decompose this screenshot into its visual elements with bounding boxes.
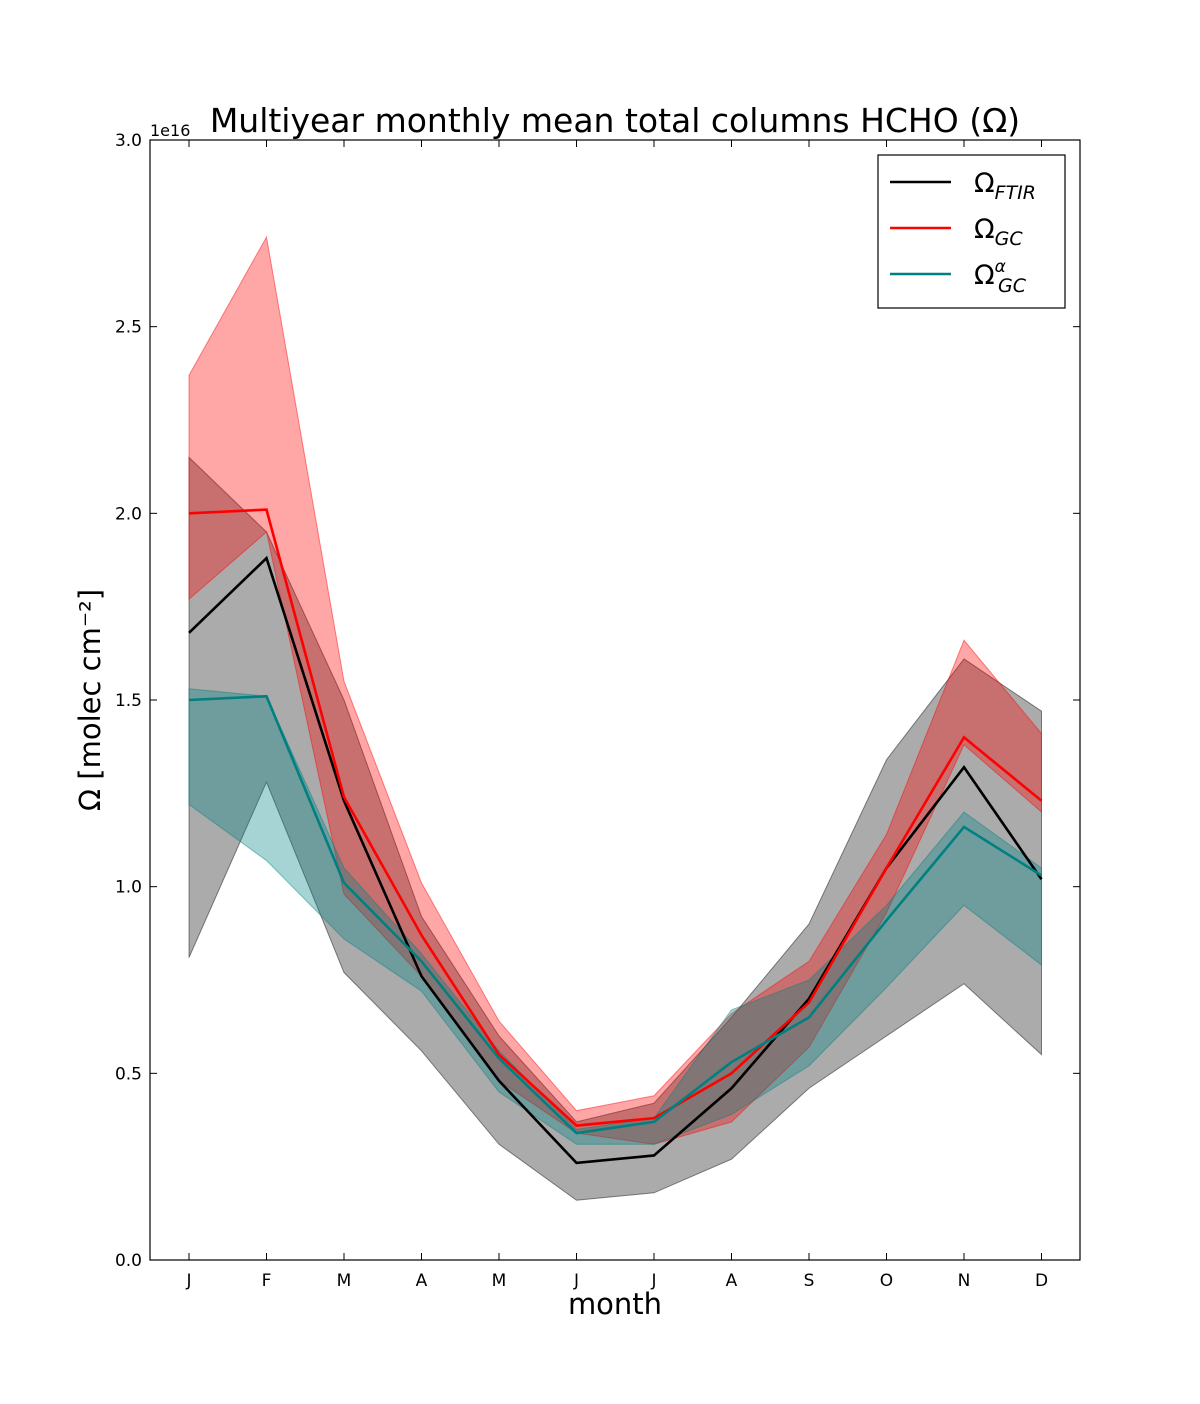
y-axis-scale-label: 1e16 [150, 121, 190, 140]
x-tick-label: M [337, 1271, 352, 1291]
x-tick-label: J [650, 1271, 656, 1291]
x-tick-label: D [1035, 1271, 1048, 1291]
y-tick-label: 1.0 [115, 878, 142, 898]
y-tick-label: 0.0 [115, 1251, 142, 1271]
chart-title: Multiyear monthly mean total columns HCH… [210, 101, 1020, 140]
y-tick-label: 3.0 [115, 131, 142, 151]
y-axis-label: Ω [molec cm⁻²] [73, 589, 107, 811]
x-tick-label: S [804, 1271, 815, 1291]
y-tick-label: 2.0 [115, 504, 142, 524]
x-tick-label: F [262, 1271, 272, 1291]
x-axis-label: month [568, 1287, 662, 1321]
y-tick-label: 2.5 [115, 318, 142, 338]
x-tick-label: A [416, 1271, 428, 1291]
x-tick-label: J [573, 1271, 579, 1291]
x-tick-label: J [185, 1271, 191, 1291]
y-tick-label: 0.5 [115, 1064, 142, 1084]
x-tick-label: O [880, 1271, 893, 1291]
x-tick-label: A [726, 1271, 738, 1291]
x-tick-label: N [958, 1271, 971, 1291]
x-tick-label: M [492, 1271, 507, 1291]
legend-box [878, 155, 1065, 308]
y-tick-label: 1.5 [115, 691, 142, 711]
